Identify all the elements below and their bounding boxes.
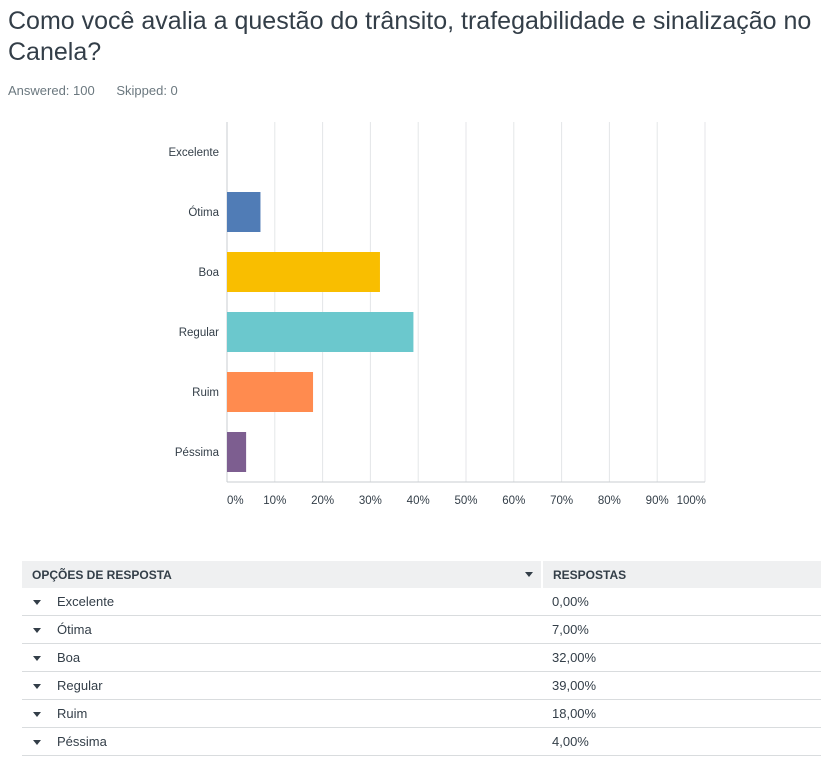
x-tick-label: 60%	[502, 495, 525, 507]
header-option[interactable]: OPÇÕES DE RESPOSTA	[22, 561, 542, 588]
option-cell: Péssima	[22, 727, 542, 756]
category-label: Ótima	[188, 206, 219, 219]
option-label: Ruim	[57, 706, 88, 721]
category-label: Boa	[199, 267, 220, 279]
answered-count: Answered: 100	[8, 83, 95, 98]
category-label: Regular	[179, 327, 219, 339]
x-tick-label: 40%	[407, 495, 430, 507]
response-value: 39,00%	[542, 671, 821, 700]
bar-6	[227, 432, 247, 472]
option-label: Ótima	[57, 622, 92, 637]
bar-4	[227, 312, 414, 352]
bar-5	[227, 372, 314, 412]
sort-chevron-down-icon[interactable]	[525, 572, 533, 577]
response-value: 32,00%	[542, 643, 821, 672]
table-row: Ruim 18,00%	[22, 699, 821, 728]
chevron-down-icon[interactable]	[33, 740, 41, 745]
option-label: Regular	[57, 678, 103, 693]
x-tick-label: 10%	[263, 495, 286, 507]
bar-3	[227, 252, 380, 292]
option-label: Péssima	[57, 734, 107, 749]
response-value: 7,00%	[542, 615, 821, 644]
chevron-down-icon[interactable]	[33, 656, 41, 661]
table-row: Péssima 4,00%	[22, 727, 821, 756]
skipped-count: Skipped: 0	[116, 83, 178, 98]
bar-2	[227, 192, 261, 232]
table-row: Regular 39,00%	[22, 671, 821, 700]
chevron-down-icon[interactable]	[33, 600, 41, 605]
question-title: Como você avalia a questão do trânsito, …	[8, 7, 812, 66]
category-label: Péssima	[175, 447, 220, 459]
option-cell: Ótima	[22, 615, 542, 644]
chevron-down-icon[interactable]	[33, 628, 41, 633]
response-stats: Answered: 100 Skipped: 0	[8, 83, 196, 98]
response-table: OPÇÕES DE RESPOSTA RESPOSTAS Excelente 0…	[22, 561, 821, 756]
table-row: Boa 32,00%	[22, 643, 821, 672]
option-label: Excelente	[57, 594, 115, 609]
option-cell: Regular	[22, 671, 542, 700]
table-row: Ótima 7,00%	[22, 615, 821, 644]
chevron-down-icon[interactable]	[33, 712, 41, 717]
option-cell: Boa	[22, 643, 542, 672]
chevron-down-icon[interactable]	[33, 684, 41, 689]
response-value: 18,00%	[542, 699, 821, 728]
x-tick-label: 30%	[359, 495, 382, 507]
x-tick-label: 20%	[311, 495, 334, 507]
response-value: 4,00%	[542, 727, 821, 756]
x-tick-label: 50%	[454, 495, 477, 507]
x-tick-label: 0%	[227, 495, 244, 507]
header-option-label: OPÇÕES DE RESPOSTA	[32, 567, 172, 582]
response-value: 0,00%	[542, 588, 821, 616]
option-cell: Excelente	[22, 588, 542, 616]
bar-chart: Excelente Ótima Boa Regular Ruim Péssima 0% 10%…	[168, 122, 706, 507]
option-label: Boa	[57, 650, 81, 665]
header-responses: RESPOSTAS	[541, 561, 821, 588]
option-cell: Ruim	[22, 699, 542, 728]
table-row: Excelente 0,00%	[22, 588, 821, 616]
category-label: Excelente	[168, 147, 219, 159]
category-label: Ruim	[192, 387, 219, 399]
x-tick-label: 70%	[550, 495, 573, 507]
x-tick-label: 80%	[598, 495, 621, 507]
x-tick-label: 90%	[646, 495, 669, 507]
x-tick-label: 100%	[677, 495, 706, 507]
